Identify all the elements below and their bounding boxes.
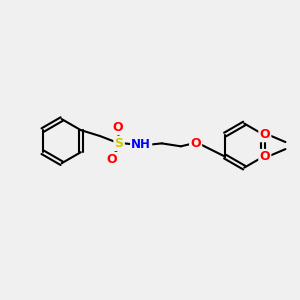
- Text: O: O: [106, 153, 117, 166]
- Text: O: O: [112, 121, 123, 134]
- Text: O: O: [190, 137, 201, 150]
- Text: NH: NH: [131, 138, 151, 151]
- Text: O: O: [260, 128, 270, 141]
- Text: S: S: [115, 137, 124, 150]
- Text: O: O: [260, 150, 270, 163]
